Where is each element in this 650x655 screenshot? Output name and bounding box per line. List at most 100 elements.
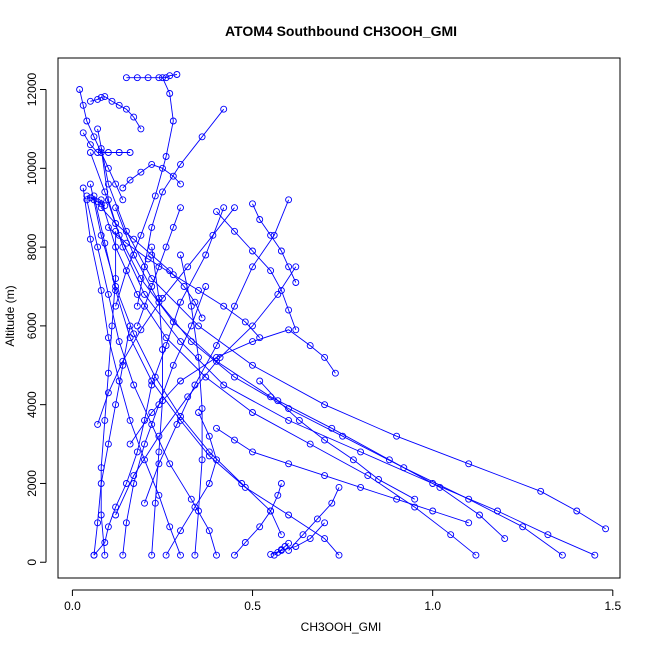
data-point <box>465 519 473 527</box>
data-point <box>144 74 152 82</box>
profile-line <box>89 184 282 535</box>
profile-line <box>165 412 217 556</box>
data-point <box>104 180 112 188</box>
data-point <box>429 507 437 515</box>
data-point <box>177 377 184 385</box>
data-point <box>86 235 94 243</box>
data-point <box>285 539 293 547</box>
data-point <box>335 551 343 559</box>
data-point <box>177 251 184 259</box>
plot-frame <box>57 57 621 579</box>
profile-series <box>141 196 293 507</box>
data-point <box>249 361 256 369</box>
profile-series <box>162 409 220 559</box>
x-tick-label: 0.5 <box>244 599 261 613</box>
profile-line <box>115 266 297 516</box>
data-point <box>249 448 256 456</box>
data-point <box>195 286 202 294</box>
data-point <box>94 243 102 251</box>
profile-series <box>97 196 480 559</box>
data-point <box>209 231 217 239</box>
data-point <box>148 420 156 428</box>
data-point <box>205 452 213 460</box>
data-point <box>148 160 156 168</box>
data-point <box>177 527 184 535</box>
data-point <box>277 480 285 487</box>
data-point <box>166 523 174 531</box>
data-point <box>184 393 192 401</box>
data-point <box>137 231 145 239</box>
data-point <box>202 251 210 259</box>
data-point <box>328 499 336 507</box>
data-point <box>122 519 130 527</box>
x-axis-label: CH3OOH_GMI <box>301 620 382 634</box>
data-point <box>83 117 91 125</box>
data-point <box>213 353 220 361</box>
profile-line <box>136 207 181 327</box>
data-point <box>112 227 120 235</box>
data-point <box>357 483 365 491</box>
data-point <box>159 164 166 172</box>
data-point <box>137 168 145 176</box>
data-point <box>321 519 329 527</box>
data-point <box>122 267 130 275</box>
data-point <box>213 456 220 464</box>
data-point <box>256 377 264 385</box>
data-point <box>274 290 282 298</box>
data-point <box>169 271 177 279</box>
data-point <box>97 204 105 212</box>
data-point <box>267 550 275 558</box>
data-point <box>115 231 123 239</box>
data-point <box>169 223 177 231</box>
data-point <box>101 416 109 424</box>
data-point <box>191 551 199 559</box>
data-point <box>357 448 365 456</box>
data-point <box>141 499 148 507</box>
data-point <box>202 283 210 290</box>
profile-series <box>119 283 210 559</box>
data-point <box>141 302 148 310</box>
data-point <box>393 495 401 503</box>
data-point <box>321 353 329 361</box>
profile-series <box>79 129 134 156</box>
profile-series <box>249 200 300 286</box>
profile-series <box>112 263 300 519</box>
profile-line <box>126 74 177 79</box>
data-point <box>162 551 170 559</box>
data-point <box>299 531 307 539</box>
data-point <box>137 275 145 283</box>
profile-line <box>180 254 203 556</box>
data-point <box>155 460 163 468</box>
data-point <box>198 456 206 464</box>
data-point <box>108 322 116 330</box>
data-point <box>141 290 148 298</box>
data-point <box>104 369 112 377</box>
data-point <box>267 231 275 239</box>
profile-line <box>288 487 340 551</box>
data-point <box>97 200 105 208</box>
data-point <box>148 283 156 290</box>
data-point <box>231 551 238 559</box>
x-tick-label: 1.0 <box>424 599 441 613</box>
data-point <box>277 247 285 255</box>
data-point <box>155 448 163 456</box>
profile-line <box>115 207 563 556</box>
data-point <box>249 338 256 346</box>
data-point <box>133 74 141 82</box>
data-point <box>191 503 199 511</box>
data-point <box>148 377 156 385</box>
profile-line <box>259 380 415 500</box>
data-point <box>126 322 134 330</box>
data-point <box>126 176 134 184</box>
data-point <box>112 503 120 511</box>
data-point <box>159 188 166 196</box>
data-point <box>97 511 105 519</box>
data-point <box>277 546 285 554</box>
data-point <box>198 133 206 141</box>
data-point <box>151 499 159 507</box>
data-point <box>94 519 102 527</box>
data-point <box>94 198 102 206</box>
